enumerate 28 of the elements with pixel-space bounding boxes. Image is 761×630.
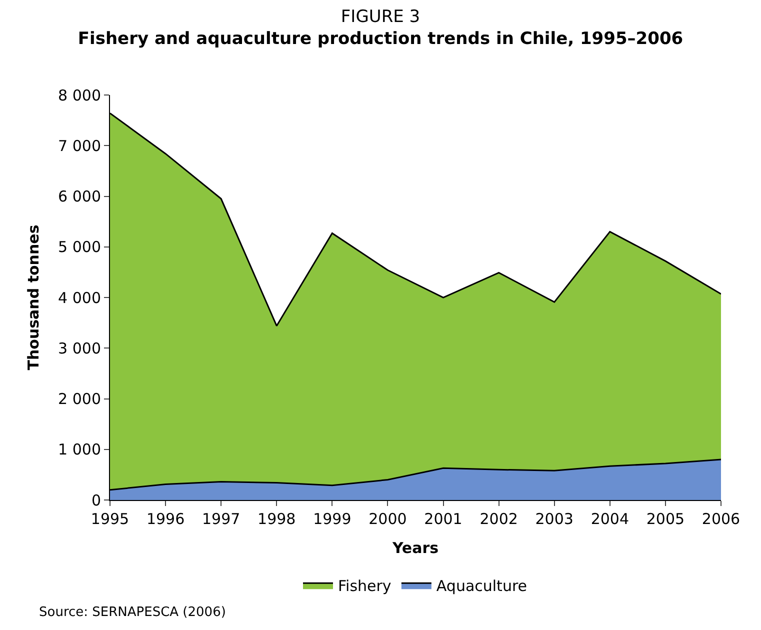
x-tick-label: 1998 — [258, 510, 296, 528]
x-tick-label: 1997 — [202, 510, 240, 528]
y-tick-label: 0 — [91, 491, 101, 510]
x-tick-label: 2002 — [480, 510, 518, 528]
x-tick-label: 2006 — [702, 510, 740, 528]
chart-subtitle: Fishery and aquaculture production trends in Chile, 1995–2006 — [78, 29, 684, 50]
y-tick-label: 6 000 — [58, 188, 101, 206]
y-tick-label: 5 000 — [58, 238, 101, 256]
chart-title: FIGURE 3 — [340, 7, 420, 28]
y-tick-label: 8 000 — [58, 86, 101, 104]
x-tick-label: 2003 — [535, 510, 574, 528]
y-tick-label: 1 000 — [58, 440, 101, 459]
source-note: Source: SERNAPESCA (2006) — [39, 605, 226, 620]
legend-label: Aquaculture — [436, 576, 528, 595]
x-axis-title: Years — [391, 539, 439, 557]
x-tick-label: 1999 — [313, 510, 352, 528]
y-tick-label: 2 000 — [58, 390, 101, 408]
x-tick-label: 1996 — [146, 510, 185, 528]
y-tick-label: 3 000 — [58, 339, 101, 358]
y-tick-label: 4 000 — [58, 288, 101, 307]
x-tick-label: 2000 — [368, 510, 407, 528]
legend-label: Fishery — [338, 576, 392, 595]
x-tick-label: 2005 — [646, 510, 685, 528]
x-tick-label: 1995 — [90, 510, 130, 528]
x-tick-label: 2001 — [424, 510, 462, 528]
x-tick-label: 2004 — [590, 510, 630, 528]
y-axis-title: Thousand tonnes — [24, 224, 42, 370]
y-tick-label: 7 000 — [58, 136, 101, 155]
